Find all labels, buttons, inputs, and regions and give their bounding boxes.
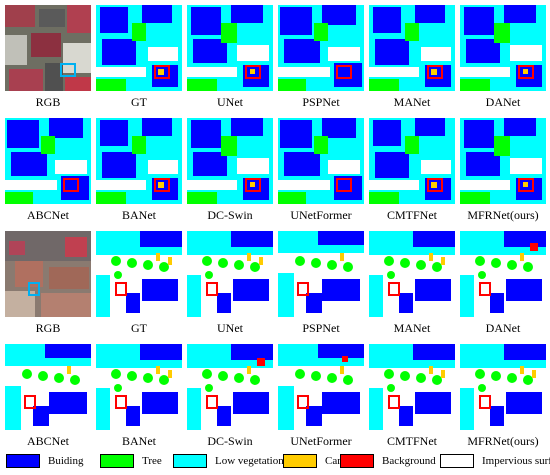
legend-swatch-low-vegetation [173, 454, 207, 468]
legend-item-building: Buiding [6, 452, 83, 470]
segmentation-tile-a-abcnet [5, 118, 91, 204]
legend-item-tree: Tree [100, 452, 162, 470]
segmentation-tile-b-abcnet [5, 344, 91, 430]
legend-swatch-impervious-surfaces [440, 454, 474, 468]
segmentation-tile-a-gt [96, 5, 182, 91]
tile-caption-pspnet-b: PSPNet [302, 321, 340, 335]
legend-item-impervious-surfaces: Impervious surfaces [440, 452, 550, 470]
legend-label-background: Background [382, 455, 436, 467]
tile-caption-dcswin-a: DC-Swin [207, 208, 253, 222]
segmentation-tile-b-banet [96, 344, 182, 430]
tile-caption-abcnet-b: ABCNet [27, 434, 69, 448]
segmentation-tile-b-dcswin [187, 344, 273, 430]
segmentation-tile-a-pspnet [278, 5, 364, 91]
tile-caption-unet-b: UNet [217, 321, 243, 335]
segmentation-tile-b-unet [187, 231, 273, 317]
segmentation-tile-a-danet [460, 5, 546, 91]
segmentation-tile-b-unetformer [278, 344, 364, 430]
tile-caption-unet-a: UNet [217, 95, 243, 109]
legend-label-low-vegetation: Low vegetation [215, 455, 284, 467]
tile-caption-rgb-b: RGB [35, 321, 61, 335]
legend-label-car: Car [325, 455, 341, 467]
tile-caption-mfrnet-a: MFRNet(ours) [467, 208, 539, 222]
segmentation-tile-a-unet [187, 5, 273, 91]
segmentation-tile-a-mfrnet [460, 118, 546, 204]
legend-swatch-background [340, 454, 374, 468]
legend-label-tree: Tree [142, 455, 162, 467]
legend-item-background: Background [340, 452, 436, 470]
legend-swatch-tree [100, 454, 134, 468]
segmentation-tile-a-cmtfnet [369, 118, 455, 204]
tile-caption-cmtfnet-a: CMTFNet [386, 208, 437, 222]
tile-caption-cmtfnet-b: CMTFNet [386, 434, 437, 448]
rgb-image-b [5, 231, 91, 317]
legend-label-building: Buiding [48, 455, 84, 467]
tile-caption-danet-a: DANet [485, 95, 521, 109]
segmentation-tile-b-gt [96, 231, 182, 317]
legend-swatch-car [283, 454, 317, 468]
tile-caption-abcnet-a: ABCNet [27, 208, 69, 222]
tile-caption-pspnet-a: PSPNet [302, 95, 340, 109]
segmentation-tile-b-mfrnet [460, 344, 546, 430]
segmentation-tile-b-manet [369, 231, 455, 317]
legend-item-low-vegetation: Low vegetation [173, 452, 284, 470]
tile-caption-manet-b: MANet [393, 321, 431, 335]
tile-caption-unetformer-a: UNetFormer [290, 208, 352, 222]
tile-caption-banet-b: BANet [122, 434, 156, 448]
segmentation-tile-a-unetformer [278, 118, 364, 204]
rgb-image-a [5, 5, 91, 91]
legend-label-impervious-surfaces: Impervious surfaces [482, 455, 550, 467]
tile-caption-banet-a: BANet [122, 208, 156, 222]
tile-caption-manet-a: MANet [393, 95, 431, 109]
class-legend: Buiding Tree Low vegetation Car Backgrou… [0, 452, 550, 472]
tile-caption-gt-a: GT [131, 95, 147, 109]
tile-caption-mfrnet-b: MFRNet(ours) [467, 434, 539, 448]
segmentation-tile-b-danet [460, 231, 546, 317]
legend-swatch-building [6, 454, 40, 468]
segmentation-tile-a-dcswin [187, 118, 273, 204]
tile-caption-rgb-a: RGB [35, 95, 61, 109]
tile-caption-gt-b: GT [131, 321, 147, 335]
tile-caption-unetformer-b: UNetFormer [290, 434, 352, 448]
segmentation-tile-a-banet [96, 118, 182, 204]
segmentation-tile-b-cmtfnet [369, 344, 455, 430]
segmentation-tile-a-manet [369, 5, 455, 91]
tile-caption-dcswin-b: DC-Swin [207, 434, 253, 448]
segmentation-tile-b-pspnet [278, 231, 364, 317]
tile-caption-danet-b: DANet [485, 321, 521, 335]
legend-item-car: Car [283, 452, 341, 470]
